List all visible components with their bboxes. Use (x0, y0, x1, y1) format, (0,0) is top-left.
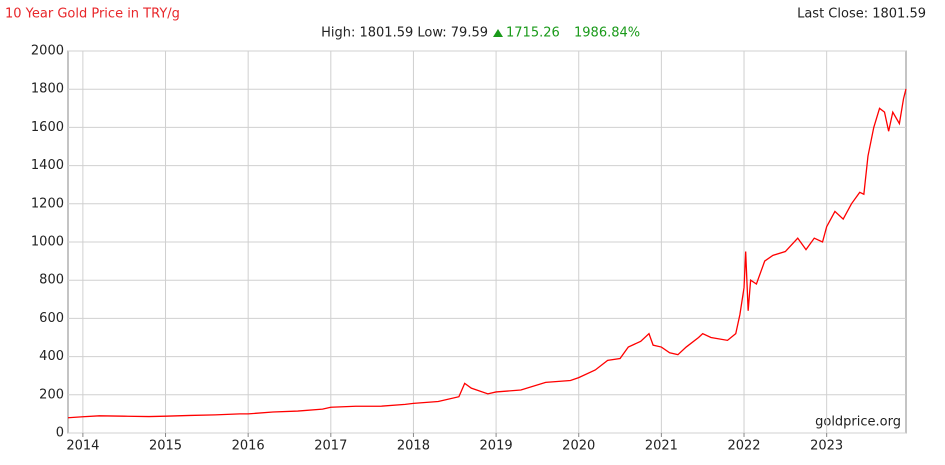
y-tick-label: 200 (39, 387, 64, 402)
y-tick-label: 800 (39, 273, 64, 288)
x-tick-label: 2018 (397, 439, 430, 454)
y-tick-label: 1800 (31, 82, 64, 97)
change: 1715.26 (506, 26, 560, 41)
y-tick-label: 1000 (31, 235, 64, 250)
y-tick-label: 0 (56, 426, 64, 441)
y-tick-label: 600 (39, 311, 64, 326)
high-low: High: 1801.59 Low: 79.59 (321, 26, 488, 41)
x-tick-label: 2022 (727, 439, 760, 454)
change-pct: 1986.84% (574, 26, 640, 41)
y-tick-label: 1200 (31, 196, 64, 211)
y-tick-label: 2000 (31, 44, 64, 59)
x-tick-label: 2017 (314, 439, 347, 454)
price-line (67, 88, 907, 419)
chart-title: 10 Year Gold Price in TRY/g (5, 7, 180, 22)
x-tick-label: 2023 (810, 439, 843, 454)
x-tick-label: 2021 (645, 439, 678, 454)
y-tick-label: 1600 (31, 120, 64, 135)
y-tick-label: 400 (39, 349, 64, 364)
up-arrow (493, 29, 503, 37)
x-tick-label: 2020 (562, 439, 595, 454)
x-tick-label: 2016 (232, 439, 265, 454)
x-tick-label: 2014 (66, 439, 99, 454)
x-tick-label: 2015 (149, 439, 182, 454)
watermark: goldprice.org (815, 415, 901, 430)
y-tick-label: 1400 (31, 158, 64, 173)
last-close: Last Close: 1801.59 (797, 7, 926, 22)
x-tick-label: 2019 (480, 439, 513, 454)
